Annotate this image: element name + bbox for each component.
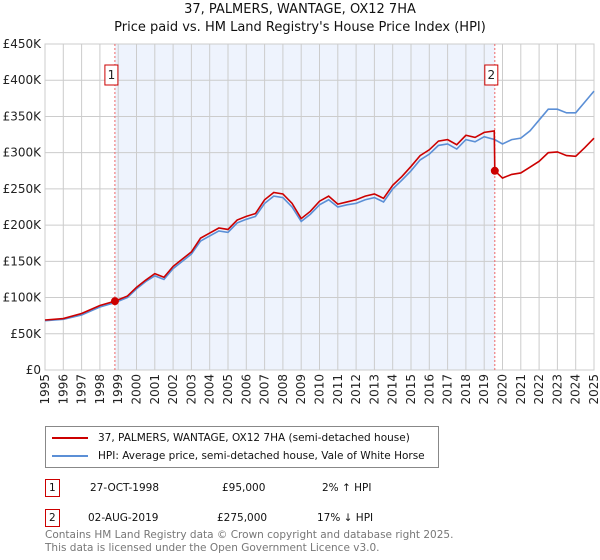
- x-tick-label: 2018: [459, 374, 473, 405]
- sale-badge: 1: [45, 479, 60, 497]
- x-tick-label: 2015: [404, 374, 418, 405]
- legend-hpi: HPI: Average price, semi-detached house,…: [98, 450, 425, 462]
- sale-price: £95,000: [222, 482, 266, 494]
- x-tick-label: 2012: [349, 374, 363, 405]
- y-tick-label: £150K: [3, 254, 43, 268]
- x-tick-label: 2016: [422, 374, 436, 405]
- sale-label-box: [484, 64, 499, 86]
- footer-line1: Contains HM Land Registry data © Crown c…: [45, 529, 454, 541]
- x-tick-label: 2024: [569, 374, 583, 405]
- x-tick-label: 2013: [367, 374, 381, 405]
- x-tick-label: 1997: [75, 374, 89, 405]
- x-tick-label: 2001: [148, 374, 162, 405]
- x-tick-label: 2023: [550, 374, 564, 405]
- footer: Contains HM Land Registry data © Crown c…: [45, 529, 453, 555]
- x-tick-label: 2019: [477, 374, 491, 405]
- sale-label: 1: [108, 68, 116, 82]
- x-tick-label: 2003: [184, 374, 198, 405]
- x-tick-label: 2011: [331, 374, 345, 405]
- x-tick-label: 2004: [203, 374, 217, 405]
- sale-label: 2: [487, 68, 495, 82]
- y-tick-label: £300K: [3, 146, 43, 160]
- y-tick-label: £350K: [3, 109, 43, 123]
- y-tick-label: £400K: [3, 73, 43, 87]
- x-tick-label: 2000: [130, 374, 144, 405]
- sale-hpi: 2% ↑ HPI: [322, 482, 372, 494]
- x-tick-label: 2009: [294, 374, 308, 405]
- x-tick-label: 2005: [221, 374, 235, 405]
- hpi-line-swatch: [52, 455, 88, 457]
- y-tick-label: £200K: [3, 218, 43, 232]
- x-tick-label: 1995: [38, 374, 52, 405]
- footer-line2: This data is licensed under the Open Gov…: [45, 542, 380, 554]
- sale-point: [490, 166, 499, 175]
- y-tick-label: £50K: [10, 327, 42, 341]
- x-tick-label: 2002: [166, 374, 180, 405]
- legend-property: 37, PALMERS, WANTAGE, OX12 7HA (semi-det…: [98, 432, 410, 444]
- x-tick-label: 2010: [313, 374, 327, 405]
- y-tick-label: £0: [26, 363, 41, 377]
- sale-label-box: [104, 64, 119, 86]
- x-tick-label: 2022: [532, 374, 546, 405]
- sale-badge: 2: [45, 509, 60, 527]
- x-tick-label: 2006: [239, 374, 253, 405]
- x-tick-label: 2008: [276, 374, 290, 405]
- y-tick-label: £100K: [3, 291, 43, 305]
- y-tick-label: £250K: [3, 182, 43, 196]
- sale-price: £275,000: [217, 512, 268, 524]
- legend: 37, PALMERS, WANTAGE, OX12 7HA (semi-det…: [45, 426, 439, 468]
- chart-subtitle: Price paid vs. HM Land Registry's House …: [114, 20, 486, 35]
- y-tick-label: £450K: [3, 37, 43, 51]
- x-tick-label: 1999: [111, 374, 125, 405]
- x-tick-label: 2021: [514, 374, 528, 405]
- x-tick-label: 2025: [587, 374, 600, 405]
- x-tick-label: 2017: [441, 374, 455, 405]
- price-chart: 1995 1996 1997 1998 1999 2000 2001 2002 2003 2004…: [3, 37, 600, 405]
- sale-hpi: 17% ↓ HPI: [317, 512, 374, 524]
- x-tick-label: 1998: [93, 374, 107, 405]
- sale-date: 27-OCT-1998: [90, 482, 159, 494]
- x-tick-label: 1996: [56, 374, 70, 405]
- x-tick-label: 2007: [258, 374, 272, 405]
- x-tick-label: 2020: [496, 374, 510, 405]
- hpi-line: [44, 90, 595, 322]
- sale-date: 02-AUG-2019: [88, 512, 159, 524]
- plot-frame: [44, 43, 595, 371]
- chart-title: 37, PALMERS, WANTAGE, OX12 7HA: [184, 2, 416, 17]
- property-line: [44, 130, 595, 321]
- x-tick-label: 2014: [386, 374, 400, 405]
- ownership-shade: [114, 44, 495, 370]
- sale-point: [110, 297, 119, 306]
- property-line-swatch: [52, 437, 88, 439]
